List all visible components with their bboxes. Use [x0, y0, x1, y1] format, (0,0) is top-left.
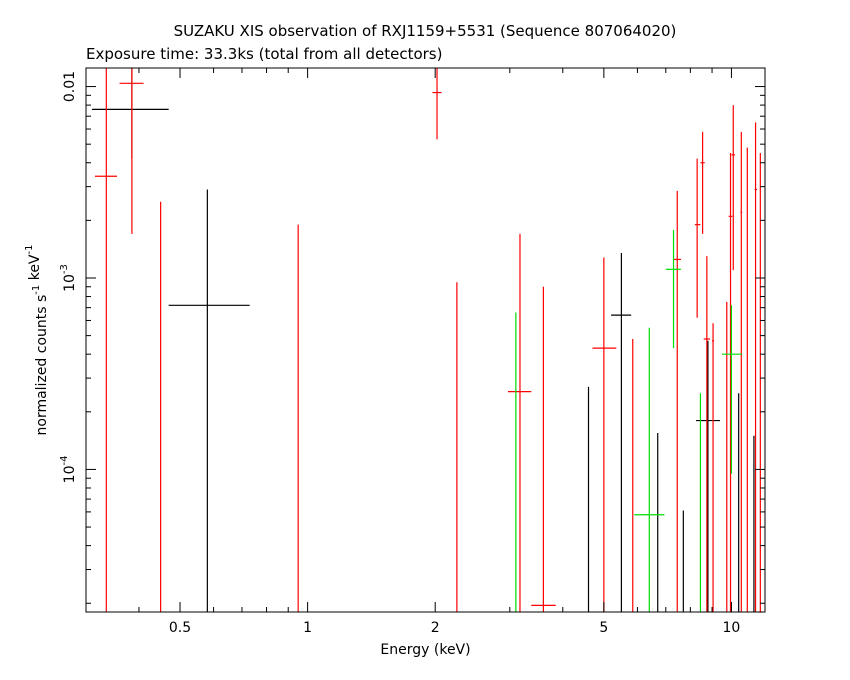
- data-point: [507, 233, 532, 612]
- x-tick-label: 1: [303, 620, 312, 636]
- data-point: [531, 286, 556, 612]
- data-point: [665, 230, 681, 349]
- data-point: [696, 340, 721, 612]
- x-axis-label: Energy (keV): [380, 642, 470, 658]
- data-point: [168, 189, 250, 612]
- x-tick-label: 10: [723, 620, 741, 636]
- x-tick-label: 0.5: [169, 620, 191, 636]
- data-point: [758, 152, 762, 613]
- data-point: [673, 190, 681, 612]
- y-tick-label: 10-4: [59, 456, 78, 484]
- data-point: [432, 68, 442, 140]
- data-point: [712, 323, 715, 612]
- data-point: [740, 131, 743, 612]
- plot-frame: [85, 67, 766, 613]
- y-axis-label: normalized counts s-1 keV-1: [24, 245, 50, 436]
- data-point: [94, 68, 117, 612]
- tick-layer: 0.5 1 2 5 10 10-4 10-3 0.01: [59, 68, 765, 636]
- data-point: [592, 257, 617, 612]
- data-point: [119, 68, 144, 234]
- chart-title: SUZAKU XIS observation of RXJ1159+5531 (…: [173, 22, 677, 40]
- y-tick-label: 0.01: [62, 71, 78, 102]
- data-point: [731, 105, 736, 271]
- y-tick-label: 10-3: [59, 264, 78, 292]
- data-point: [703, 256, 710, 612]
- data-point: [721, 305, 743, 474]
- data-point: [634, 327, 665, 612]
- x-tick-label: 5: [599, 620, 608, 636]
- data-point: [700, 131, 705, 234]
- x-tick-label: 2: [431, 620, 440, 636]
- data-point: [611, 253, 632, 612]
- chart-subtitle: Exposure time: 33.3ks (total from all de…: [86, 45, 443, 63]
- data-point: [92, 68, 169, 159]
- data-layer: [92, 68, 762, 613]
- data-point: [728, 152, 733, 612]
- data-point: [694, 158, 701, 318]
- data-point: [754, 122, 758, 612]
